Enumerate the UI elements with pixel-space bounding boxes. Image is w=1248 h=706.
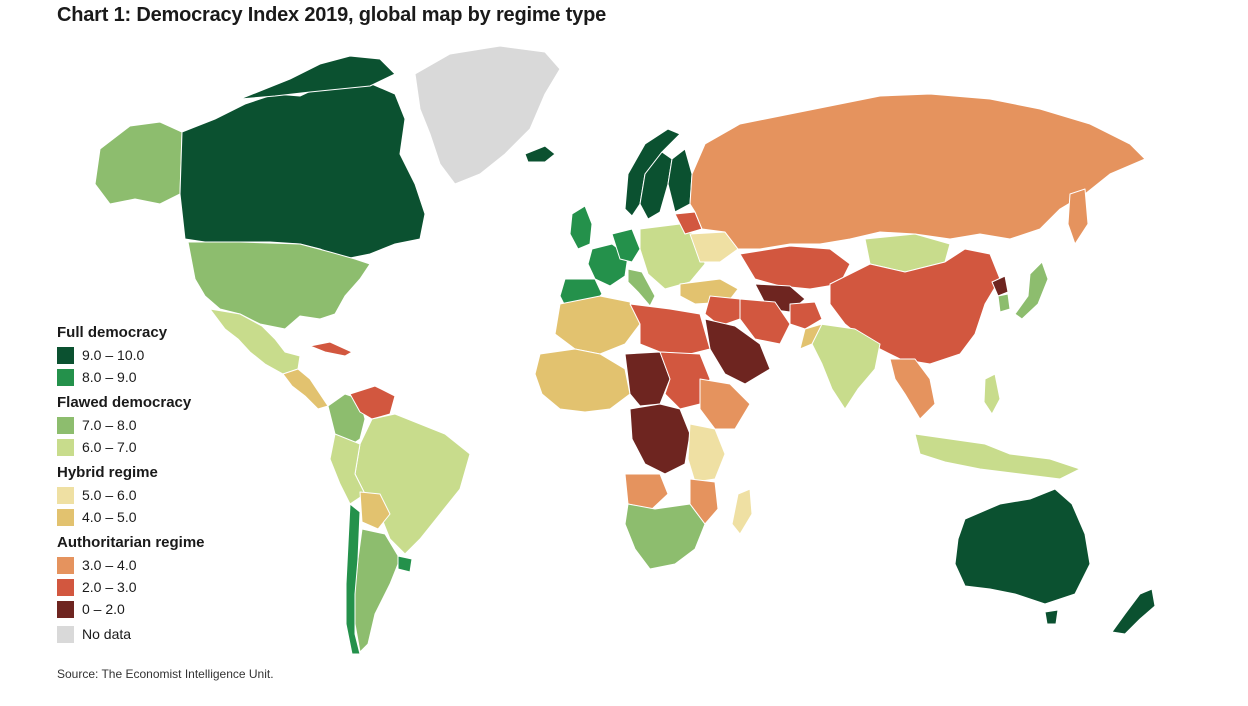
region-uruguay — [397, 555, 413, 573]
region-france — [587, 243, 629, 287]
legend-item-9-10: 9.0 – 10.0 — [57, 344, 205, 366]
region-canada-arctic-islands — [239, 55, 396, 100]
region-canada — [179, 78, 426, 260]
region-madagascar — [731, 488, 753, 535]
legend-group-title-authoritarian-regime: Authoritarian regime — [57, 534, 205, 551]
region-afghanistan — [789, 301, 823, 330]
region-alaska — [94, 121, 183, 205]
region-chile — [345, 503, 361, 655]
region-norway — [624, 128, 681, 217]
legend-swatch — [57, 368, 74, 386]
world-map-svg — [94, 45, 1156, 655]
region-sudan — [659, 351, 711, 410]
legend-swatch — [57, 578, 74, 596]
legend-item-2-3: 2.0 – 3.0 — [57, 576, 205, 598]
region-west-africa — [534, 348, 631, 413]
legend-group-title-flawed-democracy: Flawed democracy — [57, 394, 192, 411]
region-east-africa — [687, 423, 726, 483]
region-germany — [611, 228, 641, 263]
legend-item-label: No data — [82, 626, 132, 642]
legend-swatch — [57, 556, 74, 574]
region-iceland — [524, 145, 556, 163]
region-libya-egypt — [629, 303, 711, 355]
region-usa — [187, 241, 371, 330]
legend-item-label: 4.0 – 5.0 — [82, 509, 137, 525]
legend: Full democracy 9.0 – 10.0 8.0 – 9.0 Flaw… — [57, 324, 205, 645]
world-map — [0, 34, 1248, 664]
chart-title: Chart 1: Democracy Index 2019, global ma… — [57, 4, 607, 26]
legend-swatch — [57, 508, 74, 526]
region-central-america — [282, 368, 329, 410]
region-pakistan — [799, 323, 823, 350]
region-ukraine — [689, 231, 739, 263]
region-venezuela — [349, 385, 396, 420]
legend-item-label: 2.0 – 3.0 — [82, 579, 137, 595]
region-iraq-syria — [704, 295, 741, 327]
legend-item-label: 9.0 – 10.0 — [82, 347, 145, 363]
legend-item-label: 6.0 – 7.0 — [82, 439, 137, 455]
legend-group-title-hybrid-regime: Hybrid regime — [57, 464, 158, 481]
legend-item-no-data: No data — [57, 623, 205, 645]
region-angola — [624, 473, 669, 510]
legend-item-label: 3.0 – 4.0 — [82, 557, 137, 573]
legend-item-4-5: 4.0 – 5.0 — [57, 506, 205, 528]
region-north-africa-west — [554, 295, 641, 355]
region-indonesia — [914, 433, 1081, 480]
region-kamchatka — [1067, 188, 1089, 245]
region-peru — [329, 433, 366, 505]
region-horn-of-africa — [699, 378, 751, 430]
region-uk — [569, 205, 593, 250]
legend-item-8-9: 8.0 – 9.0 — [57, 366, 205, 388]
region-central-africa — [629, 403, 691, 475]
region-mozambique — [689, 478, 719, 525]
legend-swatch — [57, 486, 74, 504]
region-new-zealand — [1111, 588, 1156, 635]
region-north-korea — [991, 275, 1009, 297]
legend-item-label: 8.0 – 9.0 — [82, 369, 137, 385]
region-australia — [954, 488, 1091, 605]
legend-swatch — [57, 625, 74, 643]
region-south-korea — [997, 293, 1011, 313]
region-southeast-asia — [889, 358, 936, 420]
legend-item-label: 0 – 2.0 — [82, 601, 125, 617]
legend-swatch — [57, 438, 74, 456]
legend-item-3-4: 3.0 – 4.0 — [57, 554, 205, 576]
legend-item-label: 7.0 – 8.0 — [82, 417, 137, 433]
region-southern-africa — [624, 503, 706, 570]
region-russia — [689, 93, 1146, 250]
region-japan — [1014, 261, 1049, 320]
region-saudi-arabia — [704, 318, 771, 385]
legend-swatch — [57, 346, 74, 364]
legend-item-label: 5.0 – 6.0 — [82, 487, 137, 503]
region-greenland — [414, 45, 561, 185]
source-note: Source: The Economist Intelligence Unit. — [57, 667, 274, 681]
legend-item-5-6: 5.0 – 6.0 — [57, 484, 205, 506]
legend-swatch — [57, 600, 74, 618]
region-philippines — [983, 373, 1001, 415]
legend-item-0-2: 0 – 2.0 — [57, 598, 205, 620]
legend-swatch — [57, 416, 74, 434]
region-cuba — [309, 341, 353, 357]
region-india — [811, 323, 881, 410]
legend-item-6-7: 6.0 – 7.0 — [57, 436, 205, 458]
legend-group-title-full-democracy: Full democracy — [57, 324, 168, 341]
region-bolivia — [359, 491, 391, 530]
region-tasmania — [1044, 609, 1059, 625]
region-argentina — [354, 528, 401, 653]
legend-item-7-8: 7.0 – 8.0 — [57, 414, 205, 436]
